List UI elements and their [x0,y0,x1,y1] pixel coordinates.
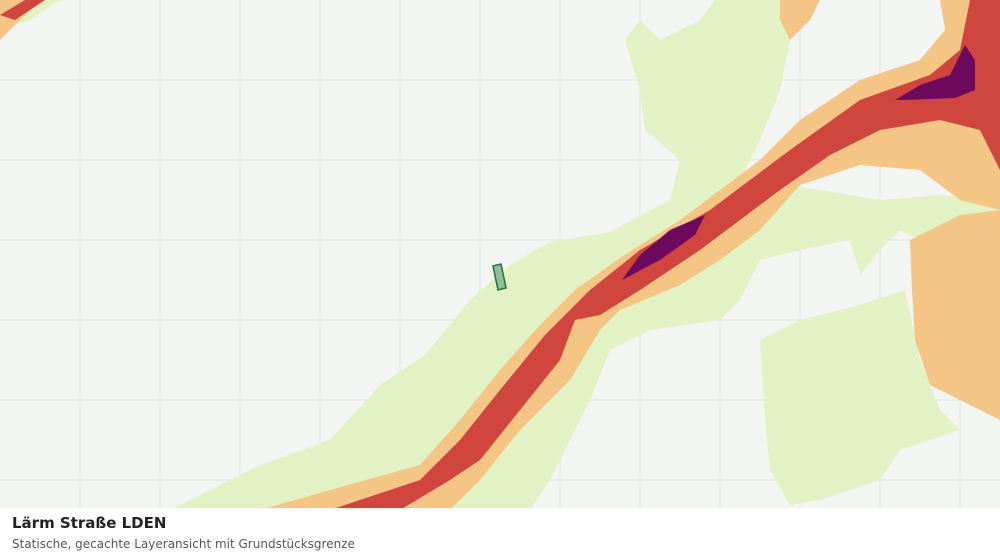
parcel-boundary[interactable] [492,263,507,291]
noise-zone-very-high [622,215,705,280]
noise-zone-mid [260,0,1000,510]
noise-zone-very-high-top [895,45,975,100]
noise-zone-mid-right [910,210,1000,420]
map-subtitle: Statische, gecachte Layeransicht mit Gru… [12,537,355,551]
map-title: Lärm Straße LDEN [12,514,167,532]
noise-zone-low-right [760,290,960,505]
caption-bar: Lärm Straße LDEN Statische, gecachte Lay… [0,508,1000,560]
noise-zone-low [170,0,1000,510]
noise-zone-high-top [0,0,45,20]
